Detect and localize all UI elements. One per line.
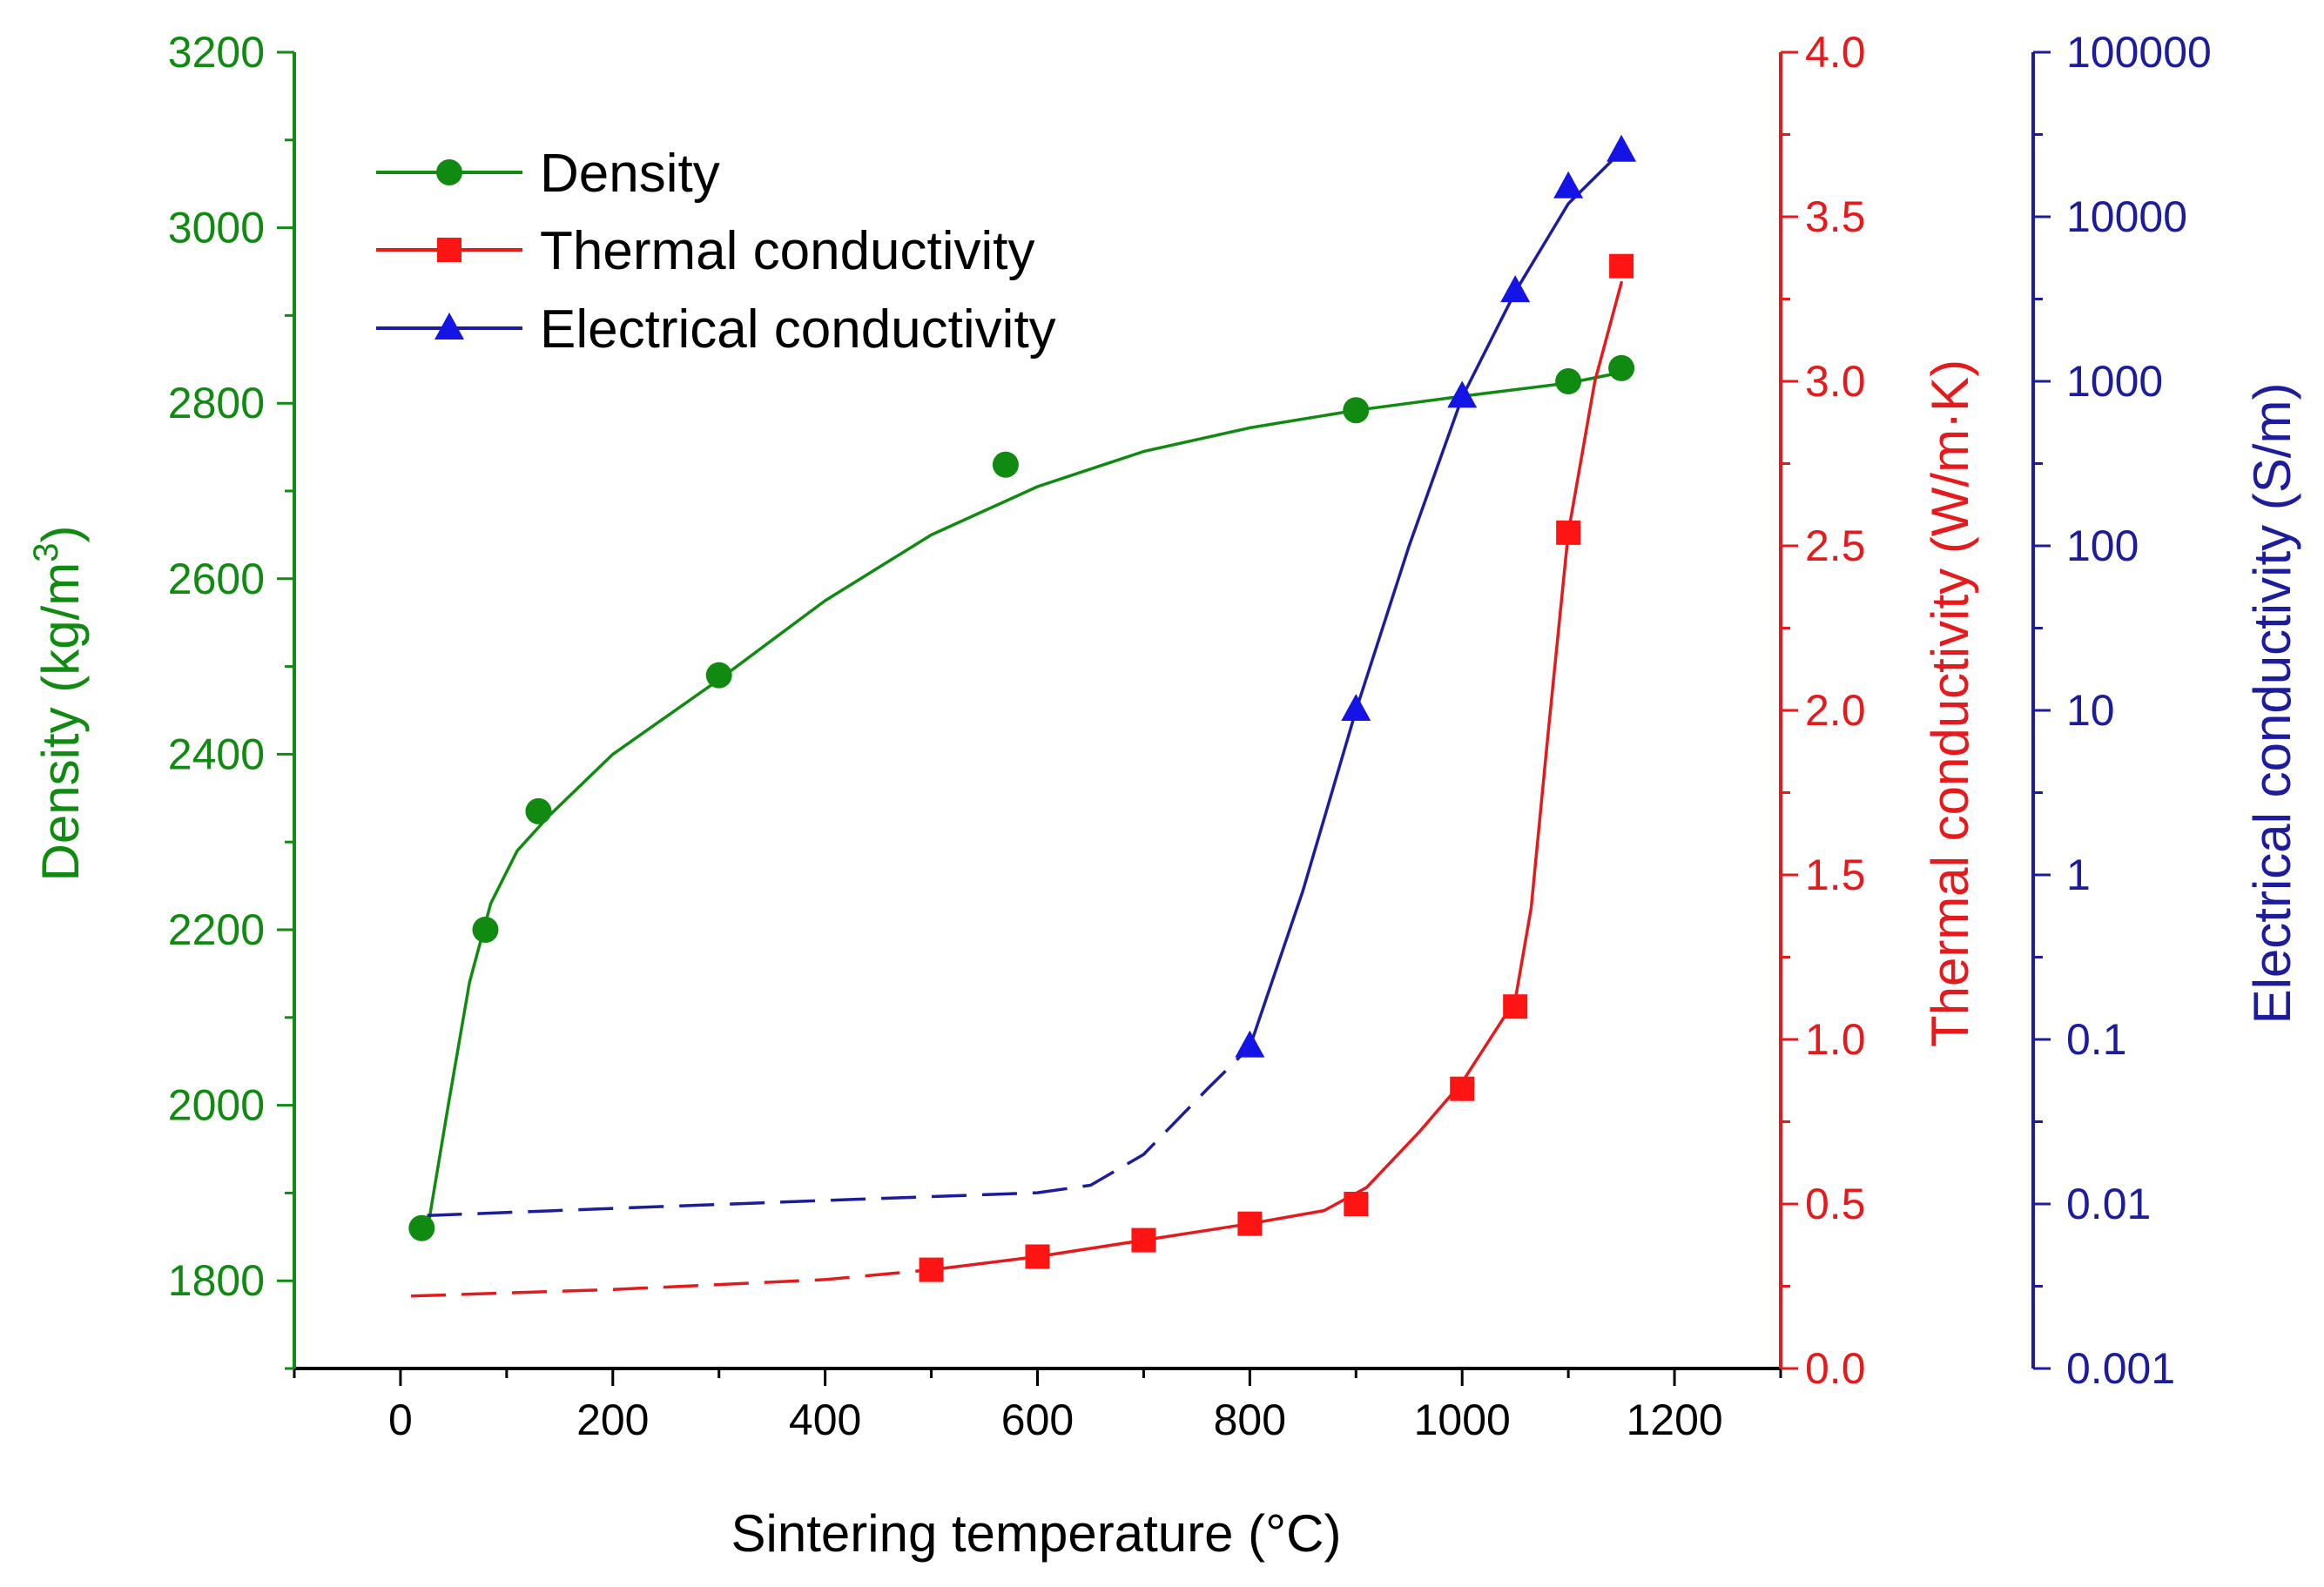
density-data-point bbox=[1555, 368, 1582, 394]
x-tick-label: 0 bbox=[388, 1395, 413, 1444]
density-axis-title-superscript: 3 bbox=[27, 542, 65, 562]
electrical-data-point bbox=[1607, 134, 1637, 162]
density-tick-label: 2800 bbox=[168, 379, 265, 427]
thermal-tick-label: 3.0 bbox=[1805, 357, 1866, 406]
thermal-data-point bbox=[919, 1257, 944, 1282]
axes-layer: 0 200 400 600 800 1000 1200 1800 2000 2200 2400 26… bbox=[168, 28, 2212, 1444]
electrical-tick-label: 0.001 bbox=[2066, 1344, 2175, 1393]
thermal-dashed-line bbox=[411, 1268, 932, 1298]
thermal-conductivity-markers bbox=[919, 253, 1634, 1282]
x-tick-label: 1200 bbox=[1626, 1395, 1722, 1444]
electrical-data-point bbox=[1553, 171, 1584, 198]
thermal-data-point bbox=[1237, 1211, 1263, 1236]
thermal-tick-label: 1.0 bbox=[1805, 1015, 1866, 1064]
legend-density-label: Density bbox=[540, 144, 720, 204]
thermal-data-point bbox=[1025, 1244, 1050, 1269]
thermal-axis-title: Thermal conductivity (W/m·K) bbox=[1921, 360, 1979, 1047]
thermal-data-point bbox=[1344, 1192, 1369, 1216]
density-axis-title: Density (kg/m3) bbox=[27, 526, 90, 882]
electrical-conductivity-series-line bbox=[427, 150, 1623, 1218]
thermal-tick-label: 2.5 bbox=[1805, 521, 1866, 570]
thermal-data-point bbox=[1609, 253, 1634, 279]
thermal-tick-label: 4.0 bbox=[1805, 28, 1866, 77]
electrical-tick-label: 100000 bbox=[2066, 28, 2212, 77]
density-data-point bbox=[525, 797, 552, 824]
electrical-solid-line bbox=[1248, 150, 1623, 1049]
thermal-tick-label: 3.5 bbox=[1805, 192, 1866, 241]
electrical-conductivity-y-axis: 0.001 0.01 0.1 1 10 100 1000 10000 100000 bbox=[2031, 28, 2212, 1393]
density-tick-label: 2600 bbox=[168, 555, 265, 603]
x-axis: 0 200 400 600 800 1000 1200 bbox=[293, 1367, 1782, 1444]
electrical-tick-label: 100 bbox=[2066, 521, 2139, 570]
density-tick-label: 2000 bbox=[168, 1081, 265, 1130]
thermal-data-point bbox=[1131, 1227, 1156, 1253]
electrical-tick-label: 0.01 bbox=[2066, 1180, 2151, 1228]
density-data-point bbox=[705, 662, 732, 689]
electrical-tick-label: 0.1 bbox=[2066, 1015, 2127, 1064]
density-tick-label: 3200 bbox=[168, 28, 265, 77]
electrical-tick-label: 10 bbox=[2066, 686, 2115, 735]
electrical-data-point bbox=[1235, 1030, 1265, 1058]
electrical-conductivity-markers bbox=[1235, 134, 1637, 1058]
density-data-point bbox=[992, 451, 1019, 478]
electrical-data-point bbox=[1500, 275, 1531, 303]
density-data-point bbox=[1343, 397, 1370, 424]
density-tick-label: 2400 bbox=[168, 730, 265, 778]
legend: Density Thermal conductivity Electrical … bbox=[376, 144, 1056, 360]
x-tick-label: 400 bbox=[789, 1395, 861, 1444]
x-tick-label: 1000 bbox=[1414, 1395, 1511, 1444]
legend-electrical-marker bbox=[434, 313, 464, 340]
density-data-point bbox=[408, 1214, 435, 1241]
electrical-data-point bbox=[1341, 694, 1371, 721]
density-data-point bbox=[1608, 354, 1635, 381]
legend-density-marker bbox=[436, 159, 462, 185]
x-tick-label: 200 bbox=[576, 1395, 649, 1444]
density-axis-title-end: ) bbox=[31, 526, 90, 543]
electrical-tick-label: 1 bbox=[2066, 851, 2091, 899]
legend-electrical-label: Electrical conductivity bbox=[540, 299, 1056, 360]
density-tick-label: 1800 bbox=[168, 1256, 265, 1305]
electrical-axis-title: Electrical conductivity (S/m) bbox=[2243, 383, 2301, 1025]
thermal-data-point bbox=[1503, 994, 1528, 1019]
electrical-tick-label: 1000 bbox=[2066, 357, 2163, 406]
x-tick-label: 600 bbox=[1001, 1395, 1074, 1444]
thermal-tick-label: 0.0 bbox=[1805, 1344, 1866, 1393]
electrical-tick-label: 10000 bbox=[2066, 192, 2187, 241]
thermal-data-point bbox=[1450, 1076, 1475, 1101]
electrical-dashed-line bbox=[427, 1046, 1251, 1218]
density-data-point bbox=[472, 917, 499, 943]
series-layer bbox=[408, 134, 1637, 1298]
density-y-axis: 1800 2000 2200 2400 2600 2800 3000 3200 bbox=[168, 28, 296, 1370]
density-tick-label: 3000 bbox=[168, 204, 265, 252]
x-axis-title: Sintering temperature (°C) bbox=[731, 1504, 1342, 1563]
density-markers bbox=[408, 354, 1635, 1241]
legend-thermal-label: Thermal conductivity bbox=[540, 221, 1035, 281]
thermal-tick-label: 2.0 bbox=[1805, 686, 1866, 735]
legend-thermal-marker bbox=[437, 238, 461, 262]
electrical-data-point bbox=[1447, 380, 1478, 408]
density-tick-label: 2200 bbox=[168, 905, 265, 954]
thermal-conductivity-y-axis: 0.0 0.5 1.0 1.5 2.0 2.5 3.0 3.5 4.0 bbox=[1779, 28, 1866, 1393]
density-axis-title-main: Density (kg/m bbox=[31, 562, 90, 882]
x-tick-label: 800 bbox=[1214, 1395, 1286, 1444]
thermal-data-point bbox=[1556, 520, 1581, 545]
thermal-tick-label: 0.5 bbox=[1805, 1180, 1866, 1228]
thermal-tick-label: 1.5 bbox=[1805, 851, 1866, 899]
